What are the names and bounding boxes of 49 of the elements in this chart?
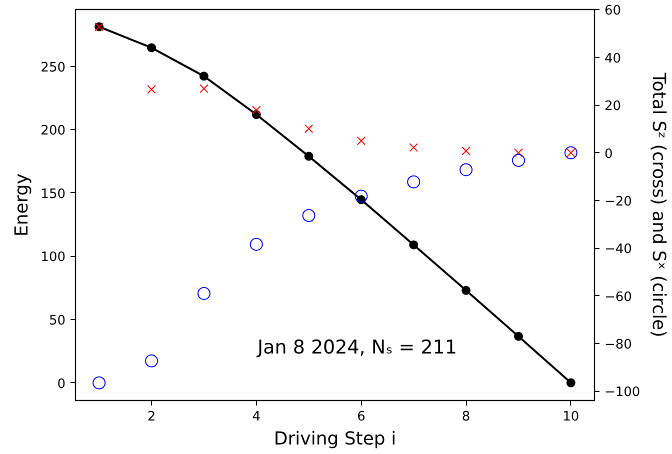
y-tick-label: 150 bbox=[40, 186, 66, 202]
x-tick-label: 6 bbox=[357, 410, 366, 424]
x-tick-label: 8 bbox=[462, 410, 470, 424]
point bbox=[512, 154, 525, 167]
point bbox=[409, 240, 418, 250]
y2-tick-label: −60 bbox=[604, 290, 632, 305]
point bbox=[92, 376, 106, 390]
y-tick-label: 50 bbox=[48, 314, 66, 329]
point bbox=[145, 354, 158, 368]
y2-tick-label: −80 bbox=[604, 338, 632, 353]
point bbox=[147, 43, 156, 52]
x-tick-label: 10 bbox=[562, 410, 580, 424]
y2-tick-label: 40 bbox=[604, 51, 622, 66]
y-tick-label: 250 bbox=[40, 60, 66, 76]
y2-tick-label: 60 bbox=[604, 4, 622, 19]
point bbox=[462, 286, 471, 295]
point bbox=[514, 148, 523, 158]
point bbox=[354, 190, 368, 203]
point bbox=[564, 146, 578, 160]
point bbox=[302, 209, 316, 222]
point bbox=[250, 238, 263, 251]
point bbox=[252, 106, 261, 114]
point bbox=[356, 136, 366, 146]
annotation: Jan 8 2024, Nₛ = 211 bbox=[256, 336, 457, 358]
x-axis-title: Driving Step i bbox=[274, 428, 396, 450]
y2-tick-label: −100 bbox=[604, 385, 640, 400]
point bbox=[409, 143, 418, 152]
point bbox=[197, 286, 210, 300]
point bbox=[304, 124, 314, 134]
y-tick-label: 100 bbox=[40, 250, 66, 266]
point bbox=[304, 152, 314, 161]
y-axis-title: Energy bbox=[12, 173, 33, 237]
point bbox=[199, 72, 208, 81]
point bbox=[147, 84, 156, 94]
x-tick-label: 2 bbox=[147, 410, 156, 424]
y2-tick-label: −20 bbox=[604, 194, 632, 210]
y-tick-label: 200 bbox=[40, 124, 66, 139]
point bbox=[407, 175, 420, 188]
point bbox=[200, 84, 208, 94]
point bbox=[462, 146, 470, 156]
point bbox=[514, 332, 523, 341]
point bbox=[566, 378, 576, 388]
y2-tick-label: 0 bbox=[604, 146, 613, 162]
y2-axis-title: Total Sᶻ (cross) and Sˣ (circle) bbox=[648, 72, 670, 338]
y2-tick-label: −40 bbox=[604, 242, 632, 258]
y2-tick-label: 20 bbox=[604, 99, 622, 114]
y-tick-label: 0 bbox=[57, 376, 66, 392]
x-tick-label: 4 bbox=[252, 410, 261, 424]
point bbox=[460, 163, 473, 176]
